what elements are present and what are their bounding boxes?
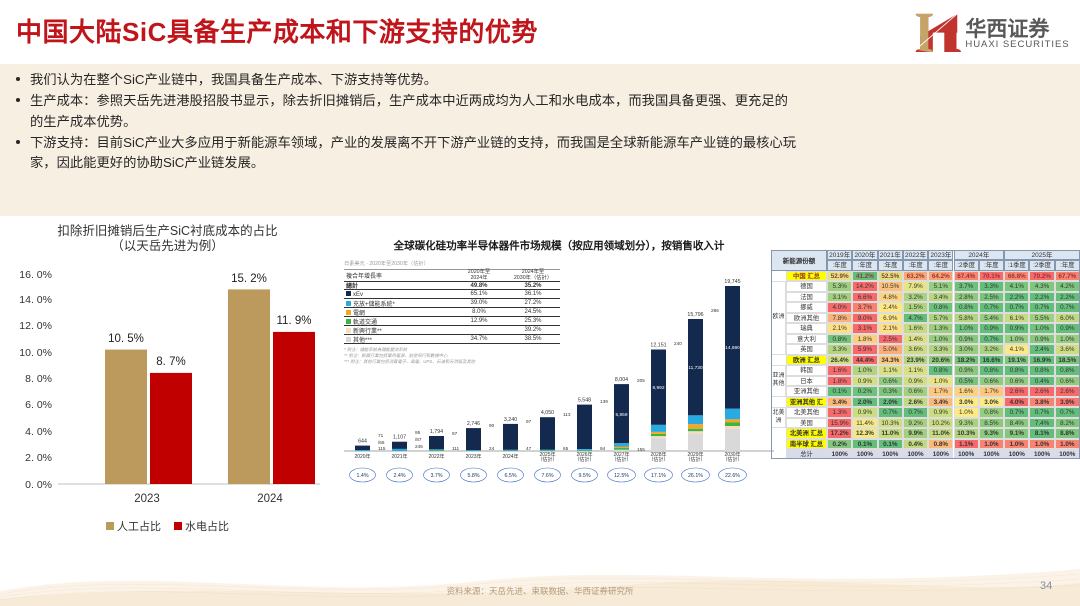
svg-text:71: 71 bbox=[378, 433, 384, 438]
svg-text:155: 155 bbox=[637, 447, 645, 452]
svg-text:3.7%: 3.7% bbox=[430, 473, 442, 479]
svg-text:华西证券: 华西证券 bbox=[965, 17, 1050, 41]
svg-text:2,746: 2,746 bbox=[467, 421, 480, 427]
svg-text:16. 0%: 16. 0% bbox=[19, 269, 52, 281]
svg-text:2024年: 2024年 bbox=[502, 453, 518, 460]
svg-text:19,745: 19,745 bbox=[724, 279, 740, 285]
svg-text:14,690: 14,690 bbox=[725, 345, 740, 351]
svg-text:24: 24 bbox=[489, 446, 495, 451]
svg-text:47: 47 bbox=[526, 446, 532, 451]
svg-text:（估計）: （估計） bbox=[611, 456, 631, 463]
svg-text:4. 0%: 4. 0% bbox=[25, 426, 52, 438]
svg-text:15,796: 15,796 bbox=[687, 312, 703, 318]
svg-text:2023年: 2023年 bbox=[465, 453, 481, 460]
svg-text:240: 240 bbox=[674, 341, 682, 346]
svg-text:97: 97 bbox=[452, 431, 458, 436]
svg-text:/87: /87 bbox=[415, 437, 422, 442]
svg-text:8. 0%: 8. 0% bbox=[25, 373, 52, 385]
svg-text:（估計）: （估計） bbox=[648, 456, 668, 463]
svg-text:6. 0%: 6. 0% bbox=[25, 399, 52, 411]
svg-text:3,240: 3,240 bbox=[504, 417, 517, 423]
svg-text:113: 113 bbox=[563, 412, 571, 417]
svg-text:2021年: 2021年 bbox=[391, 453, 407, 460]
svg-text:2023: 2023 bbox=[134, 493, 160, 505]
svg-text:/66: /66 bbox=[378, 440, 385, 445]
svg-text:（估計）: （估計） bbox=[537, 456, 557, 463]
svg-text:6.5%: 6.5% bbox=[504, 473, 516, 479]
svg-text:14. 0%: 14. 0% bbox=[19, 294, 52, 306]
svg-text:HUAXI SECURITIES: HUAXI SECURITIES bbox=[965, 39, 1069, 50]
svg-text:2.4%: 2.4% bbox=[393, 473, 405, 479]
svg-text:12,151: 12,151 bbox=[650, 343, 666, 349]
svg-text:2020年: 2020年 bbox=[354, 453, 370, 460]
svg-text:9.5%: 9.5% bbox=[578, 473, 590, 479]
svg-text:2. 0%: 2. 0% bbox=[25, 452, 52, 464]
svg-text:1.4%: 1.4% bbox=[356, 473, 368, 479]
svg-text:26.1%: 26.1% bbox=[688, 473, 703, 479]
svg-text:97: 97 bbox=[526, 419, 532, 424]
svg-text:4,050: 4,050 bbox=[541, 410, 554, 416]
svg-text:7.6%: 7.6% bbox=[541, 473, 553, 479]
svg-text:（估計）: （估計） bbox=[574, 456, 594, 463]
svg-text:15. 2%: 15. 2% bbox=[231, 273, 267, 285]
svg-text:1,794: 1,794 bbox=[430, 429, 443, 435]
svg-text:1,107: 1,107 bbox=[393, 435, 406, 441]
svg-text:（估計）: （估計） bbox=[685, 456, 705, 463]
svg-text:10. 0%: 10. 0% bbox=[19, 347, 52, 359]
svg-text:12. 0%: 12. 0% bbox=[19, 320, 52, 332]
svg-text:8. 7%: 8. 7% bbox=[156, 356, 185, 368]
svg-text:5.8%: 5.8% bbox=[467, 473, 479, 479]
svg-text:205: 205 bbox=[637, 378, 645, 383]
svg-text:139: 139 bbox=[600, 399, 608, 404]
svg-text:94: 94 bbox=[600, 446, 606, 451]
svg-text:2024: 2024 bbox=[257, 493, 283, 505]
svg-text:644: 644 bbox=[358, 439, 367, 445]
svg-text:286: 286 bbox=[711, 308, 719, 313]
svg-text:90: 90 bbox=[489, 423, 495, 428]
svg-text:8,004: 8,004 bbox=[615, 377, 628, 383]
svg-text:22.6%: 22.6% bbox=[725, 473, 740, 479]
svg-text:12.5%: 12.5% bbox=[614, 473, 629, 479]
svg-text:5,859: 5,859 bbox=[615, 412, 627, 418]
svg-text:17.1%: 17.1% bbox=[651, 473, 666, 479]
svg-text:2022年: 2022年 bbox=[428, 453, 444, 460]
svg-text:95: 95 bbox=[415, 430, 421, 435]
svg-text:245: 245 bbox=[415, 444, 423, 449]
svg-text:65: 65 bbox=[563, 446, 569, 451]
svg-text:8,992: 8,992 bbox=[652, 385, 664, 391]
svg-text:115: 115 bbox=[378, 446, 386, 451]
svg-text:11,730: 11,730 bbox=[688, 365, 703, 371]
svg-text:10. 5%: 10. 5% bbox=[108, 333, 144, 345]
svg-text:（估計）: （估計） bbox=[722, 456, 742, 463]
svg-text:0. 0%: 0. 0% bbox=[25, 479, 52, 491]
svg-text:5,548: 5,548 bbox=[578, 398, 591, 404]
svg-text:11. 9%: 11. 9% bbox=[277, 315, 312, 327]
svg-text:111: 111 bbox=[452, 446, 460, 451]
